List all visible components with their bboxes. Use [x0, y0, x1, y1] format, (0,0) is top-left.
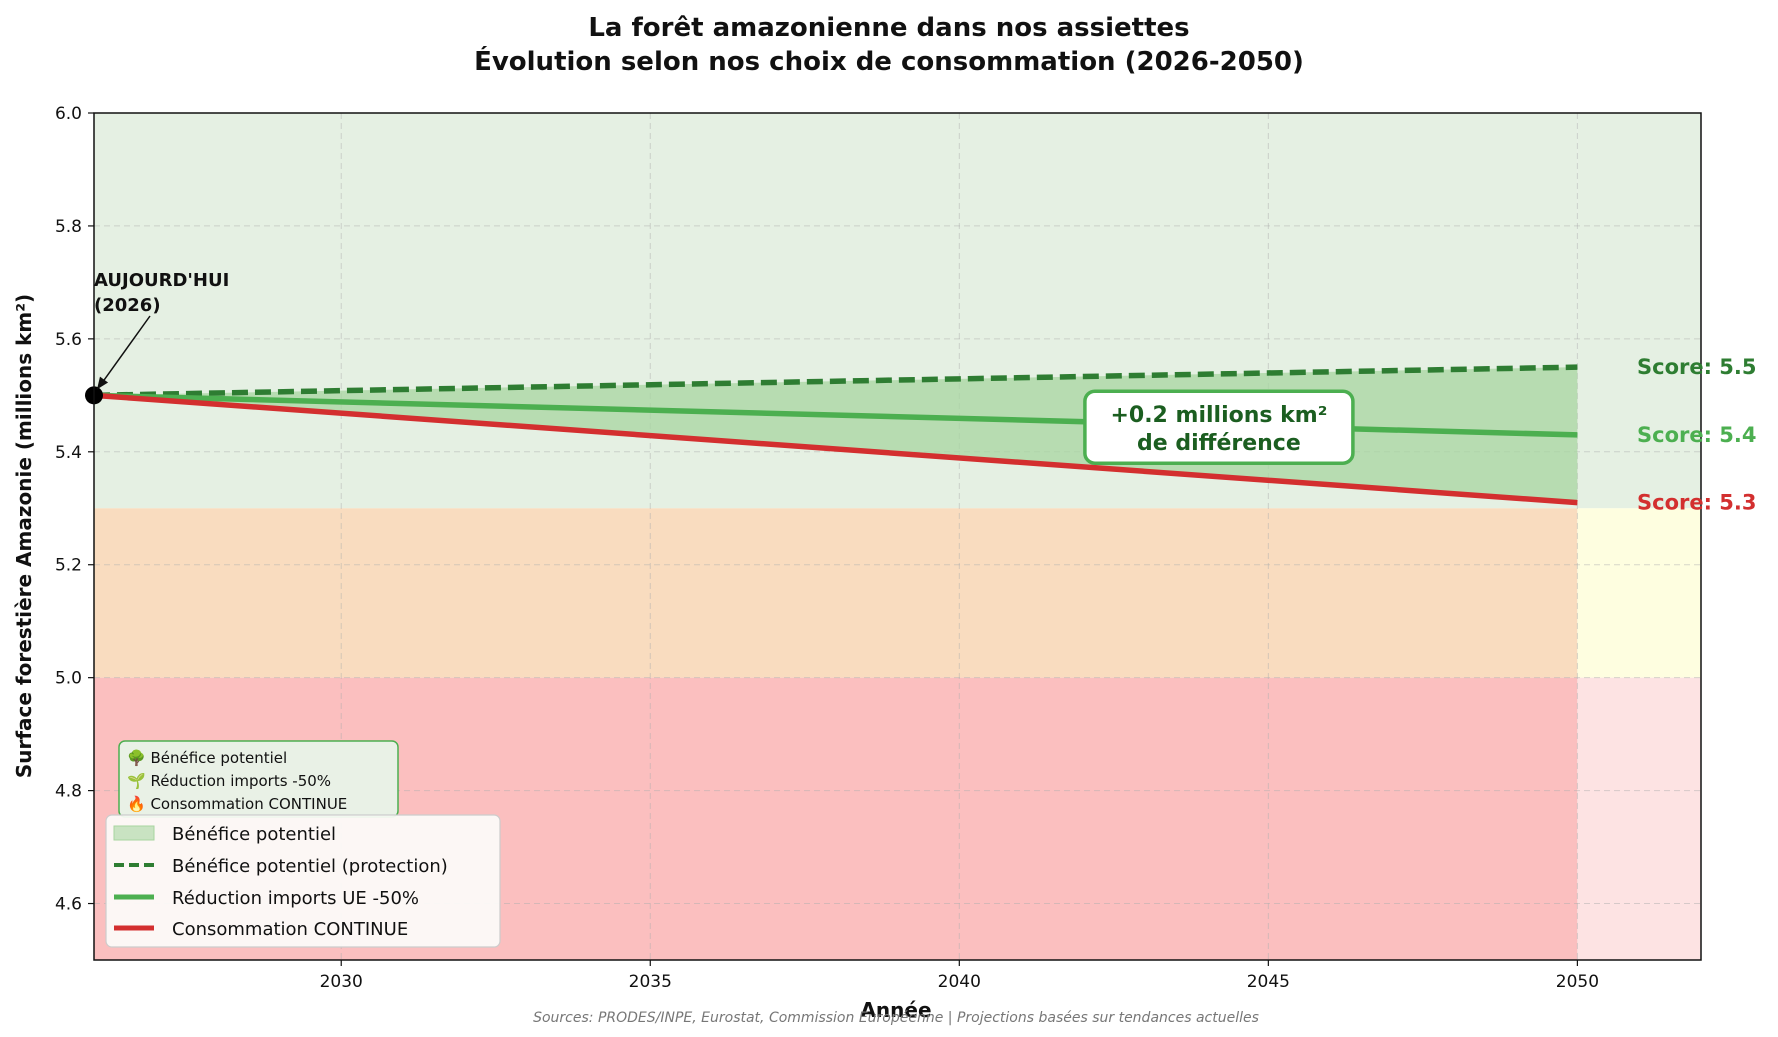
- x-axis-label: Année: [860, 998, 931, 1022]
- series-line-0: [93, 364, 1578, 399]
- difference-box-frame: [1083, 389, 1355, 465]
- legend-entry-fill: Bénéfice potentiel: [172, 824, 336, 845]
- x-axis-ticks: 2030 2035 2040 2045 2050: [320, 960, 1599, 992]
- x-tick-label-2040: 2040: [938, 972, 981, 992]
- difference-box-line1: +0.2 millions km²: [1110, 403, 1327, 428]
- today-arrowhead: [97, 376, 109, 390]
- score-label-1: Score: 5.4: [1637, 423, 1757, 447]
- y-tick-label-4-8: 4.8: [55, 782, 82, 802]
- note-line-3: 🔥 Consommation CONTINUE: [127, 795, 347, 813]
- zone-critical-edge: [1577, 677, 1701, 960]
- note-line-2: 🌱 Réduction imports -50%: [127, 772, 331, 790]
- x-tick-label-2030: 2030: [320, 972, 363, 992]
- y-tick-label-5-6: 5.6: [55, 330, 82, 350]
- legend-frame: [105, 814, 501, 948]
- x-tick-label-2045: 2045: [1247, 972, 1290, 992]
- chart-title-line2: Évolution selon nos choix de consommatio…: [474, 45, 1304, 77]
- series-line-2: [93, 392, 1578, 506]
- today-arrow: [100, 315, 151, 385]
- y-tick-label-5-8: 5.8: [55, 217, 82, 237]
- today-label-line2: (2026): [94, 295, 161, 316]
- legend-entry-reduction: Réduction imports UE -50%: [172, 888, 419, 909]
- x-tick-label-2050: 2050: [1556, 972, 1599, 992]
- today-annotation: AUJOURD'HUI (2026): [94, 270, 229, 390]
- score-label-2: Score: 5.3: [1637, 491, 1757, 515]
- score-labels: Score: 5.5 Score: 5.4 Score: 5.3: [1637, 355, 1757, 515]
- note-line-1: 🌳 Bénéfice potentiel: [127, 748, 287, 767]
- legend-swatch-fill: [113, 825, 155, 841]
- y-axis-ticks: 4.6 4.8 5.0 5.2 5.4 5.6 5.8 6.0: [55, 104, 94, 915]
- y-tick-label-6: 6.0: [55, 104, 82, 124]
- x-tick-label-2035: 2035: [629, 972, 672, 992]
- plot-frame: [93, 112, 1702, 961]
- difference-box: +0.2 millions km² de différence: [1083, 389, 1355, 465]
- zone-warning-edge: [1577, 508, 1701, 678]
- today-label-line1: AUJOURD'HUI: [94, 270, 229, 291]
- difference-box-line2: de différence: [1137, 431, 1301, 456]
- note-box: 🌳 Bénéfice potentiel 🌱 Réduction imports…: [118, 740, 399, 818]
- y-tick-label-5: 5.0: [55, 669, 82, 689]
- chart-title-line1: La forêt amazonienne dans nos assiettes: [588, 13, 1189, 43]
- legend-entry-continue: Consommation CONTINUE: [172, 919, 408, 940]
- y-axis-label: Surface forestière Amazonie (millions km…: [12, 294, 36, 778]
- y-tick-label-5-2: 5.2: [55, 556, 82, 576]
- y-tick-label-5-4: 5.4: [55, 443, 82, 463]
- zone-healthy-edge: [1577, 113, 1701, 509]
- zone-warning: [94, 508, 1578, 678]
- score-label-0: Score: 5.5: [1637, 355, 1757, 379]
- legend: Bénéfice potentiel Bénéfice potentiel (p…: [105, 814, 501, 948]
- source-note: Sources: PRODES/INPE, Eurostat, Commissi…: [533, 1010, 1259, 1026]
- y-tick-label-4-6: 4.6: [55, 895, 82, 915]
- legend-entry-protection: Bénéfice potentiel (protection): [172, 856, 448, 877]
